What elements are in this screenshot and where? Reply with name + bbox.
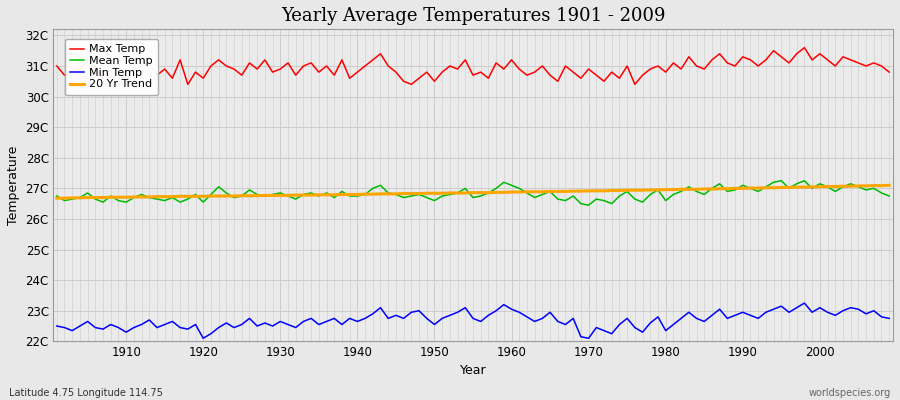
Min Temp bbox=[799, 301, 810, 306]
Text: Latitude 4.75 Longitude 114.75: Latitude 4.75 Longitude 114.75 bbox=[9, 388, 163, 398]
Title: Yearly Average Temperatures 1901 - 2009: Yearly Average Temperatures 1901 - 2009 bbox=[281, 7, 665, 25]
Line: Max Temp: Max Temp bbox=[57, 48, 889, 84]
Min Temp bbox=[607, 331, 617, 336]
Mean Temp bbox=[113, 198, 124, 203]
Y-axis label: Temperature: Temperature bbox=[7, 146, 20, 225]
Mean Temp bbox=[607, 201, 617, 206]
20 Yr Trend bbox=[499, 190, 509, 195]
Min Temp bbox=[51, 324, 62, 328]
Min Temp bbox=[514, 310, 525, 315]
Max Temp bbox=[884, 70, 895, 74]
Mean Temp bbox=[328, 195, 339, 200]
Max Temp bbox=[799, 45, 810, 50]
Line: Min Temp: Min Temp bbox=[57, 303, 889, 338]
Min Temp bbox=[506, 307, 517, 312]
Line: 20 Yr Trend: 20 Yr Trend bbox=[57, 185, 889, 198]
Mean Temp bbox=[583, 203, 594, 208]
20 Yr Trend bbox=[884, 183, 895, 188]
Mean Temp bbox=[499, 180, 509, 185]
Max Temp bbox=[607, 70, 617, 74]
Max Temp bbox=[337, 58, 347, 62]
Max Temp bbox=[506, 58, 517, 62]
X-axis label: Year: Year bbox=[460, 364, 486, 377]
Mean Temp bbox=[51, 194, 62, 198]
Legend: Max Temp, Mean Temp, Min Temp, 20 Yr Trend: Max Temp, Mean Temp, Min Temp, 20 Yr Tre… bbox=[65, 39, 158, 95]
20 Yr Trend bbox=[51, 196, 62, 200]
Mean Temp bbox=[283, 194, 293, 198]
20 Yr Trend bbox=[283, 193, 293, 198]
Mean Temp bbox=[776, 178, 787, 183]
Mean Temp bbox=[506, 183, 517, 188]
Text: worldspecies.org: worldspecies.org bbox=[809, 388, 891, 398]
Max Temp bbox=[291, 73, 302, 78]
Line: Mean Temp: Mean Temp bbox=[57, 181, 889, 205]
Min Temp bbox=[291, 325, 302, 330]
20 Yr Trend bbox=[328, 192, 339, 197]
Max Temp bbox=[183, 82, 194, 87]
Min Temp bbox=[337, 322, 347, 327]
Max Temp bbox=[514, 67, 525, 72]
Min Temp bbox=[113, 325, 124, 330]
Max Temp bbox=[51, 64, 62, 68]
Min Temp bbox=[198, 336, 209, 341]
Min Temp bbox=[884, 316, 895, 321]
20 Yr Trend bbox=[506, 190, 517, 194]
Max Temp bbox=[113, 70, 124, 74]
20 Yr Trend bbox=[113, 195, 124, 200]
20 Yr Trend bbox=[598, 188, 609, 193]
Mean Temp bbox=[884, 194, 895, 198]
